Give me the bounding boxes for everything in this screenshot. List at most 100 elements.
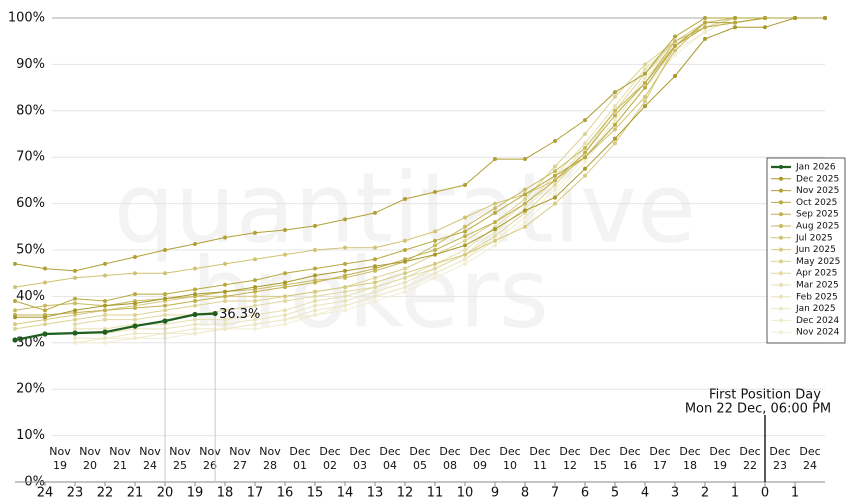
point bbox=[463, 248, 467, 252]
point bbox=[343, 299, 347, 304]
point bbox=[583, 173, 587, 178]
point bbox=[133, 331, 137, 336]
point bbox=[193, 303, 197, 308]
point bbox=[103, 312, 107, 317]
point bbox=[643, 71, 647, 76]
y-tick-label: 40% bbox=[16, 289, 45, 304]
point bbox=[703, 29, 707, 34]
point bbox=[793, 16, 797, 20]
x-tick-label: 0 bbox=[761, 486, 769, 500]
y-tick-label: 100% bbox=[8, 11, 45, 26]
point bbox=[373, 210, 377, 215]
x-tick-label: 23 bbox=[67, 486, 84, 500]
x-tick-label: 3 bbox=[671, 486, 679, 500]
date-tick-label: 20 bbox=[83, 459, 97, 472]
point bbox=[673, 48, 677, 53]
point bbox=[13, 322, 17, 327]
point bbox=[343, 217, 347, 222]
point bbox=[313, 299, 317, 304]
point bbox=[103, 336, 107, 341]
point bbox=[433, 190, 437, 194]
legend-label: Sep 2025 bbox=[796, 210, 839, 220]
legend-marker bbox=[779, 330, 783, 335]
point bbox=[133, 312, 137, 317]
point bbox=[493, 210, 497, 215]
point bbox=[253, 278, 257, 283]
point bbox=[162, 318, 168, 324]
point bbox=[493, 157, 497, 162]
x-tick-label: 24 bbox=[37, 486, 54, 500]
x-tick-label: 5 bbox=[611, 486, 619, 500]
y-tick-label: 70% bbox=[16, 150, 45, 165]
x-tick-label: 16 bbox=[277, 486, 294, 500]
point bbox=[823, 16, 827, 20]
date-tick-label: Dec bbox=[649, 445, 670, 458]
point bbox=[403, 248, 407, 252]
date-tick-label: 11 bbox=[533, 459, 547, 472]
point bbox=[13, 308, 17, 313]
point bbox=[463, 243, 467, 248]
date-tick-label: 04 bbox=[383, 459, 397, 472]
point bbox=[433, 266, 437, 271]
legend-label: Apr 2025 bbox=[796, 269, 837, 279]
point bbox=[133, 254, 137, 259]
point bbox=[553, 173, 557, 178]
point bbox=[613, 104, 617, 109]
point bbox=[253, 322, 257, 327]
point bbox=[103, 317, 107, 322]
point bbox=[583, 132, 587, 136]
point bbox=[163, 271, 167, 276]
x-tick-label: 18 bbox=[217, 486, 234, 500]
y-tick-label: 10% bbox=[16, 428, 45, 443]
point bbox=[553, 169, 557, 174]
point bbox=[553, 195, 557, 200]
point bbox=[673, 53, 677, 58]
point bbox=[493, 243, 497, 248]
point bbox=[13, 285, 17, 290]
point bbox=[72, 330, 78, 336]
date-tick-label: 21 bbox=[113, 459, 127, 472]
point bbox=[283, 271, 287, 276]
point bbox=[583, 166, 587, 171]
point bbox=[613, 113, 617, 118]
x-tick-label: 22 bbox=[97, 486, 114, 500]
point bbox=[403, 285, 407, 290]
point bbox=[703, 16, 707, 20]
legend-label: Nov 2024 bbox=[796, 328, 840, 338]
date-tick-label: 05 bbox=[413, 459, 427, 472]
point bbox=[313, 308, 317, 313]
point bbox=[283, 280, 287, 285]
point bbox=[43, 266, 47, 271]
x-tick-label: 6 bbox=[581, 486, 589, 500]
point bbox=[163, 303, 167, 308]
point bbox=[343, 308, 347, 313]
legend-label: Dec 2024 bbox=[796, 316, 839, 326]
x-tick-label: 2 bbox=[701, 486, 709, 500]
point bbox=[103, 340, 107, 345]
point bbox=[73, 308, 77, 313]
date-tick-label: 26 bbox=[203, 459, 217, 472]
point bbox=[73, 268, 77, 273]
x-tick-label: 11 bbox=[427, 486, 444, 500]
point bbox=[613, 141, 617, 146]
point bbox=[583, 118, 587, 123]
date-tick-label: Dec bbox=[529, 445, 550, 458]
point bbox=[463, 229, 467, 234]
legend-marker bbox=[779, 271, 783, 276]
legend-marker bbox=[779, 306, 783, 311]
x-tick-label: 10 bbox=[457, 486, 474, 500]
legend-label: Nov 2025 bbox=[796, 186, 839, 196]
point bbox=[433, 275, 437, 280]
point bbox=[283, 228, 287, 233]
point bbox=[253, 257, 257, 262]
point bbox=[523, 201, 527, 206]
point bbox=[223, 299, 227, 304]
series bbox=[13, 16, 827, 317]
legend-marker bbox=[779, 188, 783, 193]
point bbox=[12, 337, 18, 343]
point bbox=[733, 16, 737, 20]
point bbox=[253, 299, 257, 304]
point bbox=[73, 326, 77, 331]
point bbox=[192, 311, 198, 318]
